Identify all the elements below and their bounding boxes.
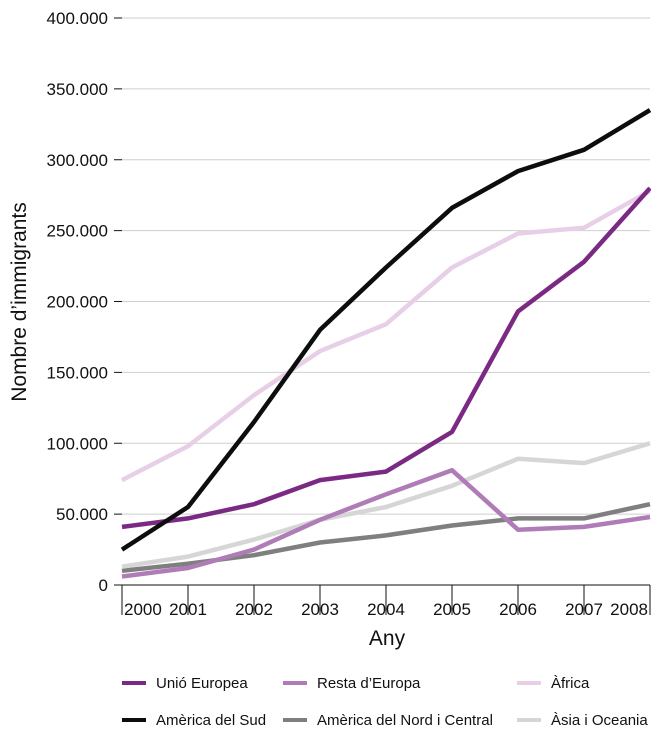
legend-item: Àsia i Oceania xyxy=(517,710,648,730)
legend-label: Unió Europea xyxy=(156,674,248,692)
y-tick-label: 150.000 xyxy=(47,363,108,382)
x-tick-label: 2007 xyxy=(565,600,603,619)
x-tick-label: 2003 xyxy=(301,600,339,619)
y-tick-label: 250.000 xyxy=(47,222,108,241)
y-tick-label: 350.000 xyxy=(47,80,108,99)
x-tick-label: 2002 xyxy=(235,600,273,619)
y-tick-label: 400.000 xyxy=(47,9,108,28)
y-tick-label: 0 xyxy=(99,576,108,595)
series-line--frica xyxy=(120,188,651,483)
legend-item: Àfrica xyxy=(517,673,589,693)
x-tick-label: 2008 xyxy=(610,600,648,619)
x-tick-label: 2006 xyxy=(499,600,537,619)
x-axis: 2000 2001 2002 2003 2004 2005 2006 2007 2008 xyxy=(121,584,651,619)
x-tick-label: 2004 xyxy=(367,600,405,619)
legend-swatch xyxy=(517,681,541,685)
legend-swatch xyxy=(122,681,146,685)
legend-label: Amèrica del Nord i Central xyxy=(317,711,493,729)
series-line-am-rica-del-sud xyxy=(120,108,651,552)
legend-item: Amèrica del Sud xyxy=(122,710,266,730)
y-axis: 0 50.000 100.000 150.000 200.000 250.000 300.0… xyxy=(47,9,122,595)
legend-swatch xyxy=(122,718,146,722)
legend-label: Amèrica del Sud xyxy=(156,711,267,729)
legend-item: Resta d’Europa xyxy=(283,673,420,693)
y-tick-label: 100.000 xyxy=(47,434,108,453)
y-tick-label: 50.000 xyxy=(56,505,108,524)
series-line-uni-europea xyxy=(121,186,651,530)
legend-label: Resta d’Europa xyxy=(317,674,421,692)
series-lines xyxy=(120,108,651,579)
y-tick-label: 200.000 xyxy=(47,293,108,312)
legend-label: Àfrica xyxy=(551,674,590,692)
line-chart: 0 50.000 100.000 150.000 200.000 250.000 300.0… xyxy=(8,9,651,650)
y-tick-label: 300.000 xyxy=(47,151,108,170)
legend: Unió Europea Resta d’Europa Àfrica Amèrica … xyxy=(0,660,651,730)
gridlines xyxy=(122,17,650,515)
series-line--sia-i-oceania xyxy=(121,441,651,569)
x-tick-label: 2005 xyxy=(433,600,471,619)
legend-item: Amèrica del Nord i Central xyxy=(283,710,493,730)
legend-swatch xyxy=(283,718,307,722)
legend-swatch xyxy=(517,718,541,722)
legend-label: Àsia i Oceania xyxy=(551,711,648,729)
legend-swatch xyxy=(283,681,307,685)
x-tick-label: 2000 xyxy=(124,600,162,619)
y-axis-title: Nombre d’immigrants xyxy=(8,202,31,402)
legend-item: Unió Europea xyxy=(122,673,248,693)
x-tick-label: 2001 xyxy=(169,600,207,619)
series-line-resta-d-europa xyxy=(121,467,651,579)
x-axis-title: Any xyxy=(369,627,406,650)
